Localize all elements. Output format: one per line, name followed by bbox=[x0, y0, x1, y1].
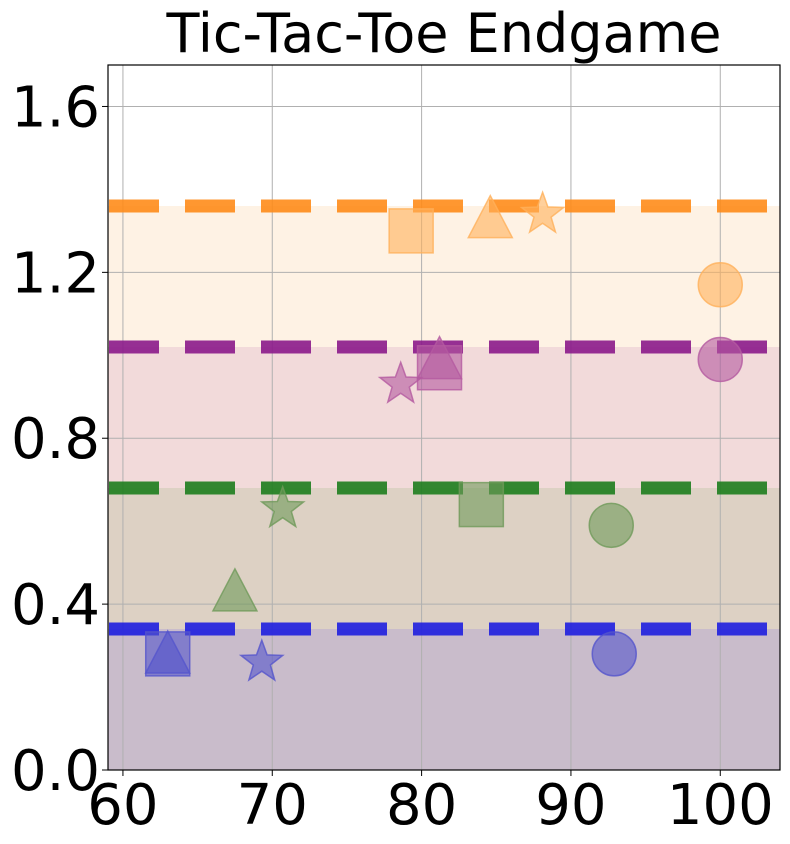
data-point-square bbox=[388, 208, 434, 254]
data-point-star bbox=[519, 190, 566, 234]
x-tick-label: 100 bbox=[667, 773, 774, 838]
data-point-square bbox=[458, 481, 505, 528]
band-fill bbox=[108, 488, 780, 629]
data-point-circle bbox=[697, 262, 744, 308]
data-point-star bbox=[238, 637, 285, 682]
y-tick-label: 0.0 bbox=[11, 739, 100, 804]
x-tick-label: 70 bbox=[237, 773, 308, 838]
data-point-triangle bbox=[467, 193, 514, 239]
data-point-circle bbox=[591, 631, 637, 677]
chart-title: Tic-Tac-Toe Endgame bbox=[166, 2, 722, 65]
x-tick-label: 90 bbox=[535, 773, 606, 838]
data-point-triangle bbox=[416, 334, 463, 380]
x-tick-label: 80 bbox=[386, 773, 457, 838]
data-point-star bbox=[377, 360, 424, 404]
points-layer bbox=[144, 190, 744, 682]
data-point-circle bbox=[588, 502, 635, 549]
data-point-star bbox=[259, 484, 306, 529]
data-point-triangle bbox=[144, 629, 191, 674]
y-axis: 0.0 0.4 0.8 1.2 1.6 bbox=[11, 75, 108, 804]
band-fill bbox=[108, 206, 780, 347]
y-tick-label: 1.2 bbox=[11, 241, 100, 306]
data-point-triangle bbox=[211, 567, 259, 612]
y-tick-label: 0.4 bbox=[11, 573, 100, 638]
plot-frame bbox=[107, 64, 781, 771]
y-tick-label: 0.8 bbox=[11, 407, 100, 472]
data-point-circle bbox=[697, 336, 744, 383]
band-fill bbox=[108, 629, 780, 770]
y-tick-label: 1.6 bbox=[11, 75, 100, 140]
x-axis: 60 70 80 90 100 bbox=[87, 770, 774, 838]
bands-layer bbox=[108, 206, 780, 770]
x-tick-label: 60 bbox=[87, 773, 158, 838]
